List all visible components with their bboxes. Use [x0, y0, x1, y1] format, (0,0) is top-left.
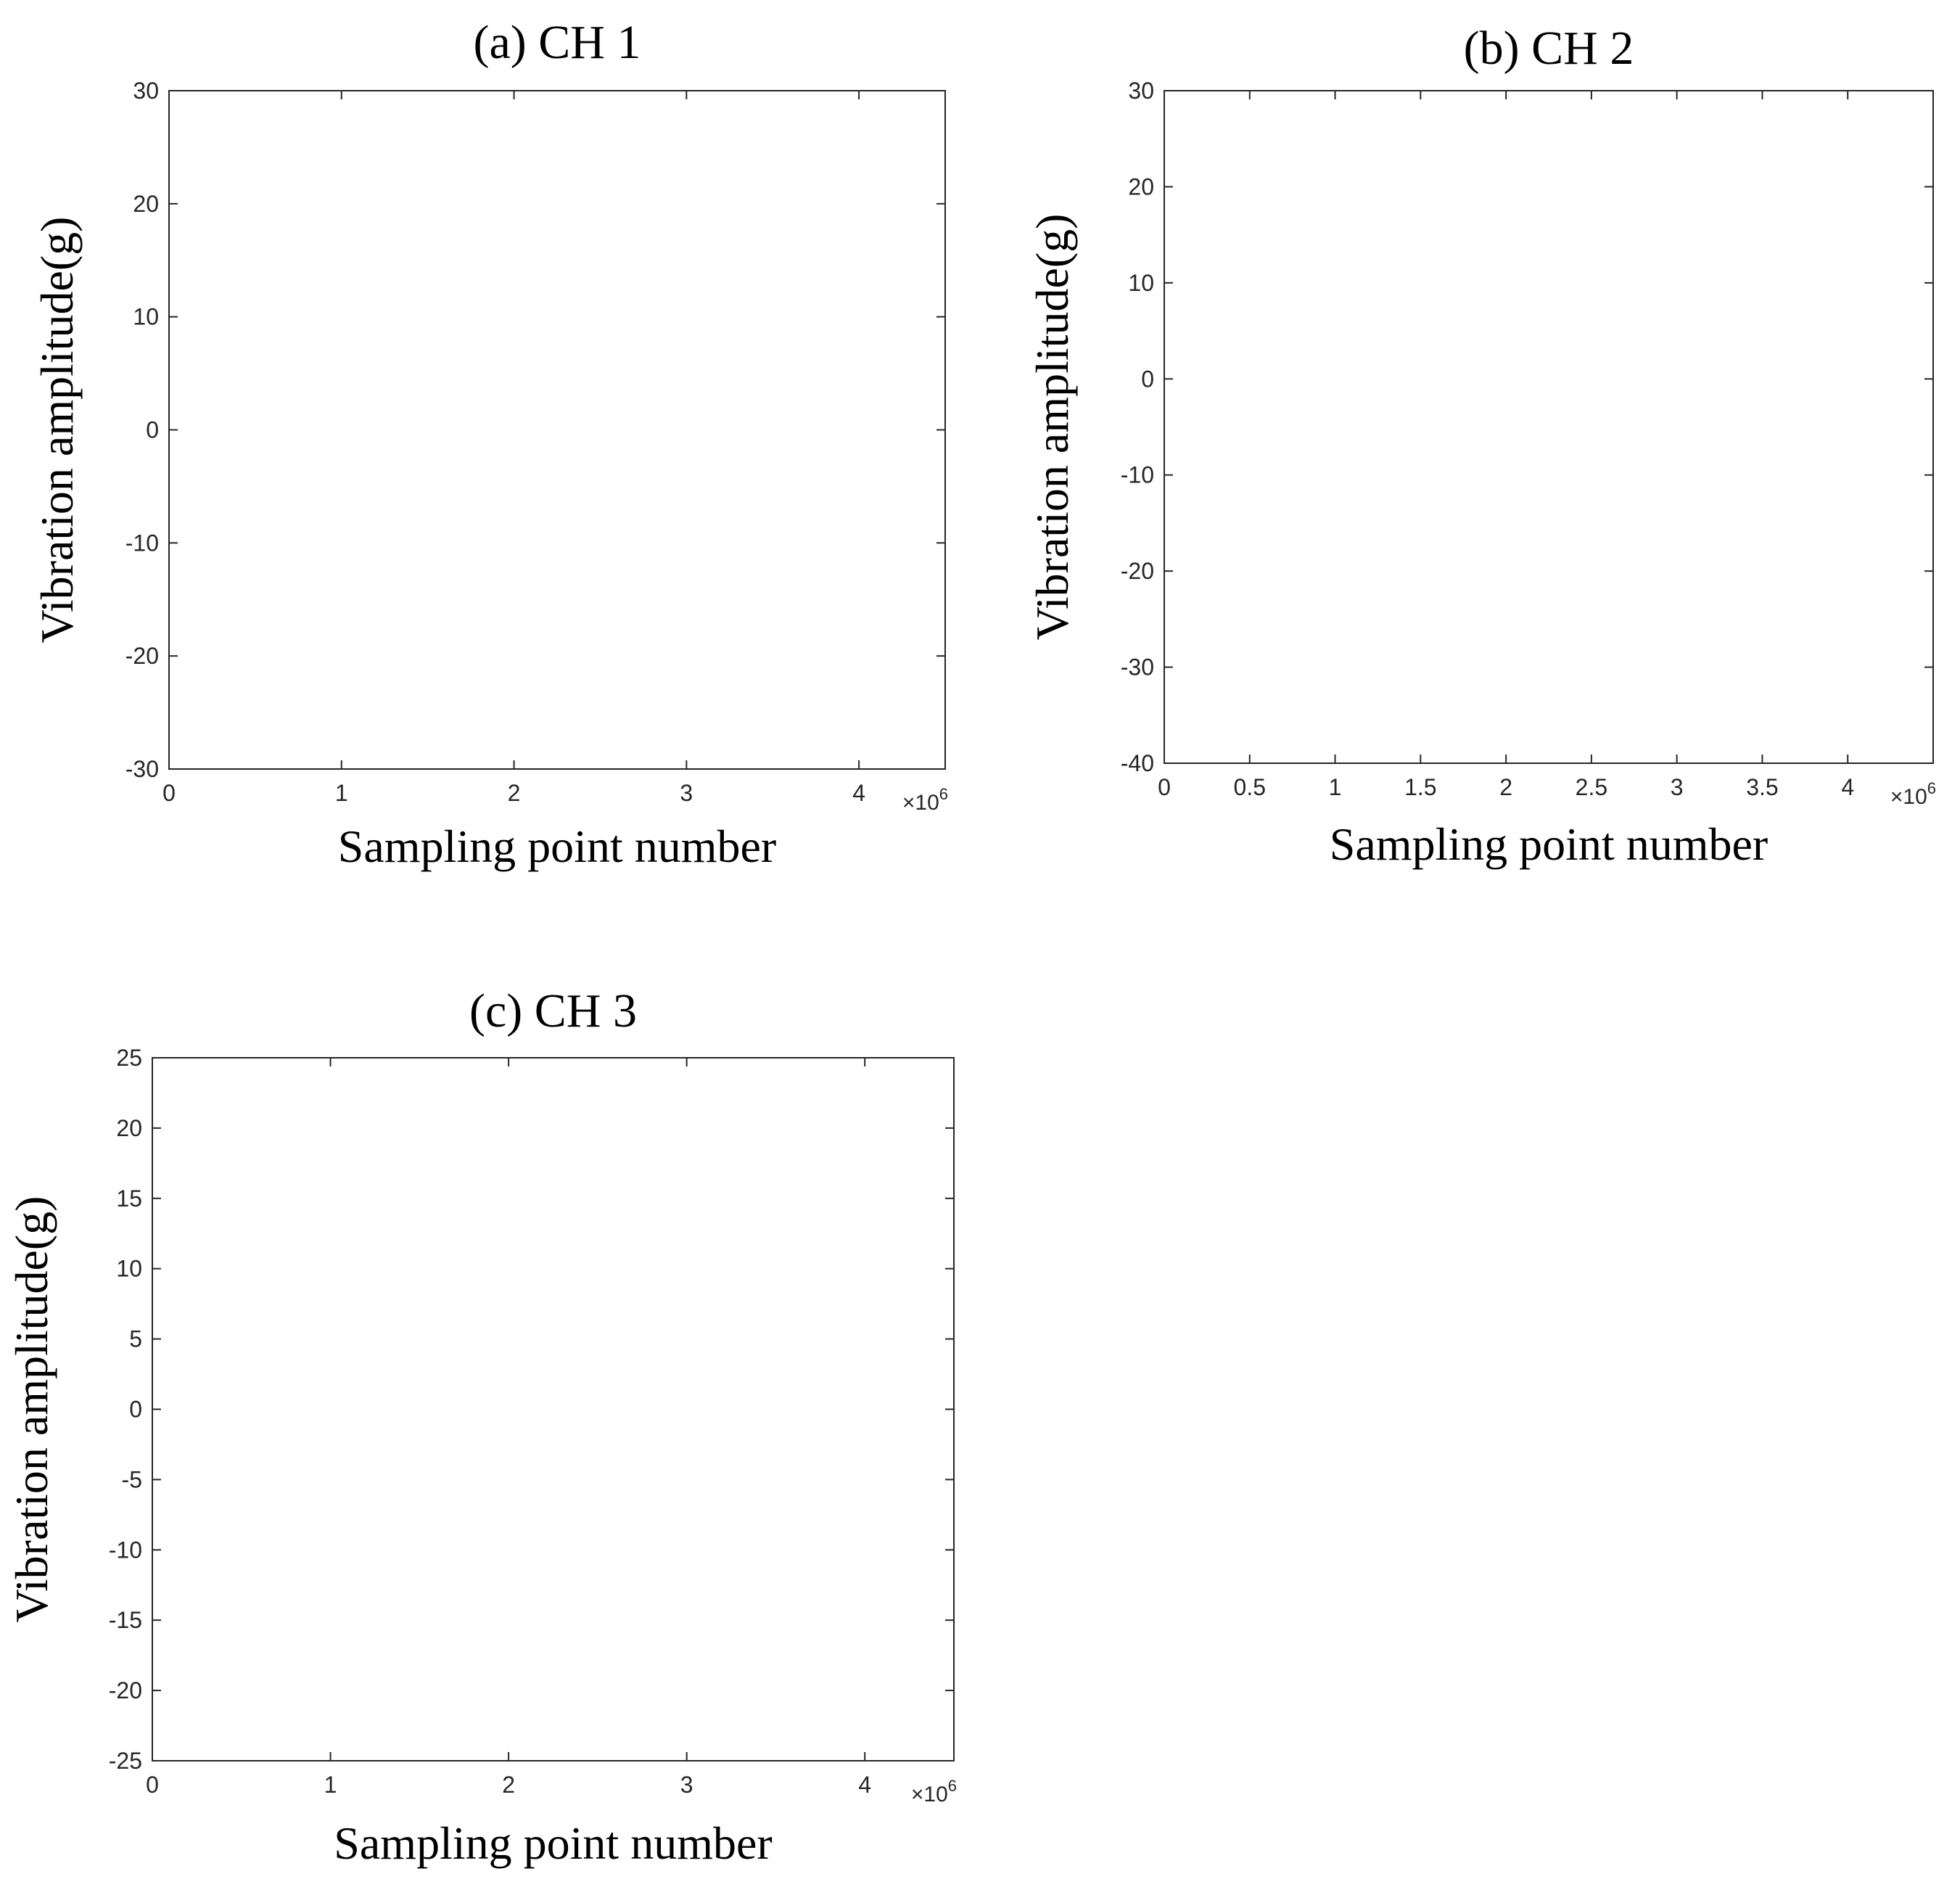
y-tick-label: 20 — [1128, 173, 1154, 200]
x-tick-label: 4 — [852, 780, 865, 806]
x-tick-label: 0.5 — [1234, 774, 1266, 800]
x-tick-label: 1.5 — [1404, 774, 1436, 800]
x-exponent-power: 6 — [939, 785, 948, 803]
chart-title: (b) CH 2 — [1464, 22, 1634, 75]
y-tick-label: -30 — [1121, 654, 1154, 681]
x-exponent-label: ×106 — [911, 1777, 957, 1806]
y-tick-label: -15 — [109, 1607, 142, 1633]
y-tick-label: 30 — [133, 78, 159, 104]
x-exponent-label: ×106 — [902, 785, 948, 815]
y-axis-label: Vibration amplitude(g) — [31, 217, 83, 644]
x-exponent-base: ×10 — [902, 791, 939, 815]
x-axis-label: Sampling point number — [338, 821, 776, 872]
y-tick-label: 10 — [133, 304, 159, 330]
x-tick-label: 4 — [858, 1772, 871, 1798]
y-tick-label: -20 — [1121, 558, 1154, 584]
y-axis-label: Vibration amplitude(g) — [1026, 214, 1078, 641]
x-tick-label: 3.5 — [1746, 774, 1778, 800]
x-exponent-power: 6 — [1927, 779, 1936, 797]
y-tick-label: -20 — [109, 1677, 142, 1703]
y-tick-label: 20 — [133, 191, 159, 217]
x-tick-label: 2 — [502, 1772, 515, 1798]
x-axis-label: Sampling point number — [334, 1817, 772, 1869]
x-axis-label: Sampling point number — [1330, 818, 1768, 870]
y-tick-label: 0 — [146, 417, 159, 443]
x-tick-label: 1 — [335, 780, 348, 806]
chart-title: (c) CH 3 — [469, 984, 637, 1037]
y-tick-label: 0 — [1141, 366, 1154, 392]
y-tick-label: 10 — [1128, 270, 1154, 296]
y-tick-label: -5 — [122, 1466, 142, 1492]
y-tick-label: -20 — [125, 643, 159, 669]
y-tick-label: 0 — [129, 1397, 142, 1423]
y-tick-label: -10 — [125, 530, 159, 556]
x-exponent-base: ×10 — [911, 1783, 948, 1806]
y-tick-label: 20 — [116, 1115, 142, 1141]
y-tick-label: 15 — [116, 1185, 142, 1212]
x-exponent-power: 6 — [948, 1777, 957, 1795]
x-tick-label: 0 — [162, 780, 176, 806]
axes-frame — [168, 90, 946, 770]
x-tick-label: 4 — [1841, 774, 1854, 800]
chart-title: (a) CH 1 — [474, 16, 641, 69]
x-exponent-base: ×10 — [1890, 785, 1927, 809]
y-tick-label: -30 — [125, 756, 159, 782]
y-tick-label: -40 — [1121, 750, 1154, 776]
y-tick-label: 10 — [116, 1256, 142, 1282]
x-tick-label: 3 — [1671, 774, 1684, 800]
x-tick-label: 2.5 — [1576, 774, 1607, 800]
x-tick-label: 0 — [146, 1772, 159, 1798]
x-tick-label: 1 — [324, 1772, 337, 1798]
y-tick-label: -10 — [1121, 462, 1154, 488]
x-tick-label: 2 — [508, 780, 521, 806]
x-exponent-label: ×106 — [1890, 779, 1936, 809]
y-tick-label: -25 — [109, 1748, 142, 1774]
axes-frame — [1164, 90, 1934, 764]
y-tick-label: -10 — [109, 1537, 142, 1563]
x-tick-label: 3 — [680, 780, 693, 806]
x-tick-label: 3 — [680, 1772, 693, 1798]
y-tick-label: 30 — [1128, 78, 1154, 104]
axes-frame — [152, 1057, 955, 1761]
x-tick-label: 1 — [1329, 774, 1342, 800]
y-tick-label: 25 — [116, 1045, 142, 1071]
x-tick-label: 0 — [1158, 774, 1171, 800]
x-tick-label: 2 — [1499, 774, 1512, 800]
y-tick-label: 5 — [129, 1326, 142, 1352]
y-axis-label: Vibration amplitude(g) — [6, 1196, 57, 1623]
